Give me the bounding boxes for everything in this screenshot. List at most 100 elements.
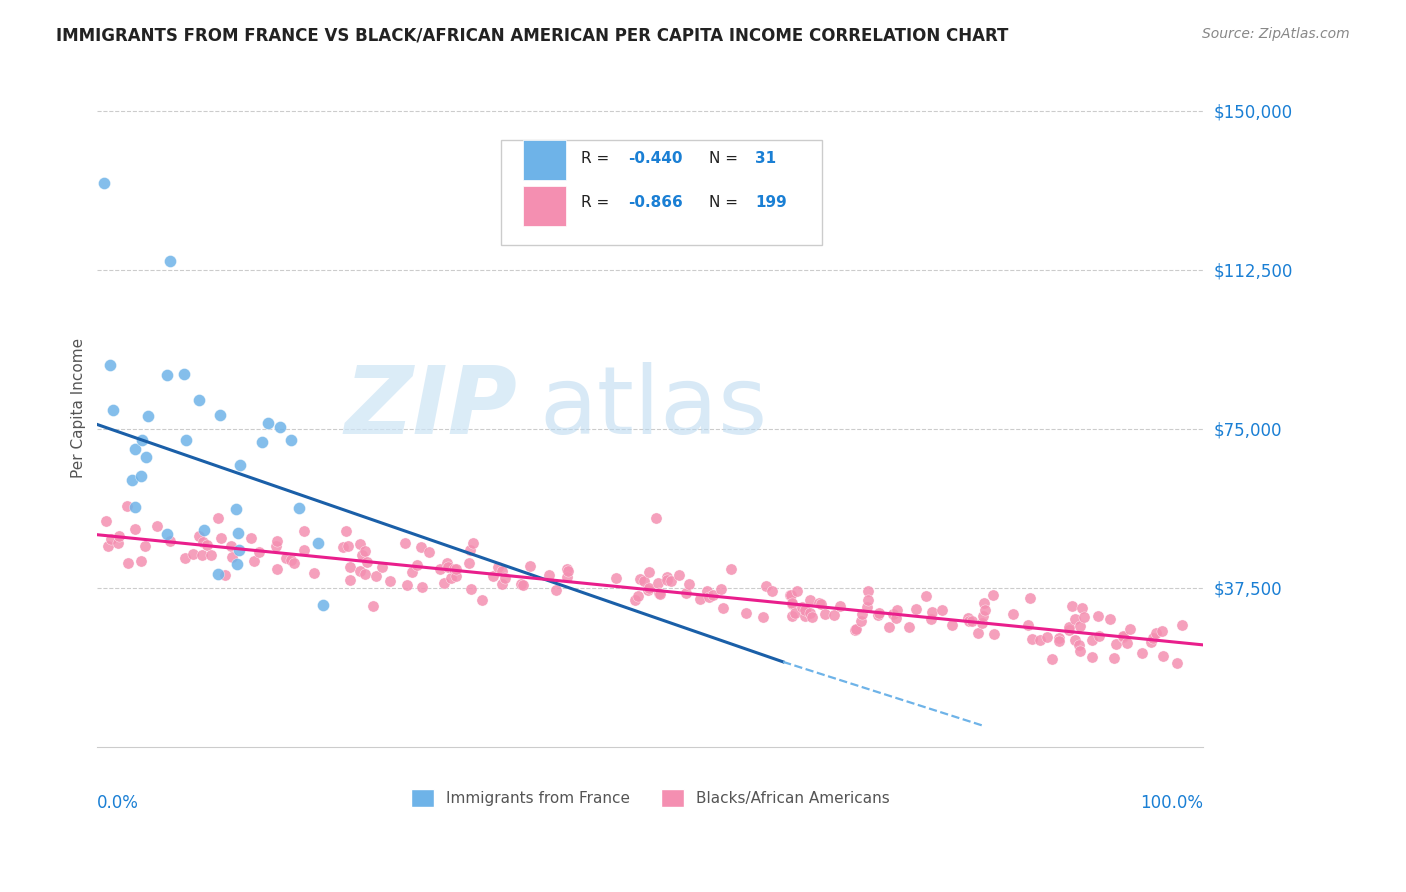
Point (242, 554, 264, 568)
Point (482, 569, 505, 583)
Point (974, 603, 997, 617)
Point (302, 566, 325, 581)
Point (972, 609, 994, 624)
Point (780, 609, 803, 624)
Point (1170, 618, 1192, 632)
Point (786, 584, 808, 599)
Point (794, 602, 817, 616)
Point (1036, 631, 1059, 645)
Point (1047, 633, 1070, 648)
Point (174, 434, 197, 448)
Point (401, 565, 423, 579)
Point (131, 434, 153, 448)
FancyBboxPatch shape (523, 140, 567, 180)
Point (799, 593, 821, 607)
Point (1142, 632, 1164, 646)
Point (471, 592, 494, 607)
Text: 199: 199 (755, 195, 787, 211)
Point (264, 539, 287, 553)
Point (252, 435, 274, 450)
Point (339, 559, 361, 574)
Point (1070, 601, 1092, 615)
Point (734, 606, 756, 620)
Point (546, 582, 568, 597)
Text: 0.0%: 0.0% (97, 794, 139, 812)
Point (1087, 609, 1109, 624)
Point (107, 529, 129, 543)
Point (624, 592, 647, 607)
Point (1130, 646, 1153, 660)
Point (491, 564, 513, 578)
Point (146, 519, 169, 533)
Point (96, 514, 118, 528)
Point (824, 607, 846, 622)
Point (229, 458, 252, 472)
Point (678, 577, 700, 591)
Point (200, 548, 222, 562)
Point (1102, 650, 1125, 665)
Point (288, 501, 311, 516)
Point (921, 606, 943, 620)
Point (181, 547, 204, 561)
Point (1062, 599, 1084, 614)
Point (960, 614, 983, 628)
Point (510, 576, 533, 591)
Point (173, 551, 195, 566)
Point (675, 586, 697, 600)
Point (134, 539, 156, 553)
Point (1150, 624, 1173, 639)
Point (396, 578, 419, 592)
Point (648, 586, 671, 600)
Point (628, 572, 651, 586)
Point (799, 607, 821, 621)
Point (429, 562, 451, 576)
Point (209, 532, 232, 546)
FancyBboxPatch shape (501, 140, 823, 244)
Point (411, 541, 433, 555)
Point (697, 591, 720, 605)
Point (131, 469, 153, 483)
Point (849, 614, 872, 628)
Point (214, 567, 236, 582)
Point (332, 540, 354, 554)
Point (1069, 619, 1091, 633)
Point (193, 523, 215, 537)
Text: IMMIGRANTS FROM FRANCE VS BLACK/AFRICAN AMERICAN PER CAPITA INCOME CORRELATION C: IMMIGRANTS FROM FRANCE VS BLACK/AFRICAN … (56, 27, 1008, 45)
Point (1059, 620, 1081, 634)
Point (1105, 637, 1128, 651)
Point (280, 434, 302, 448)
Point (810, 597, 832, 611)
Point (124, 442, 146, 456)
Text: N =: N = (709, 152, 742, 166)
Text: N =: N = (709, 195, 742, 211)
Point (645, 510, 668, 524)
Point (633, 574, 655, 588)
Point (266, 533, 288, 548)
Point (124, 522, 146, 536)
Point (814, 607, 837, 621)
Point (782, 596, 804, 610)
Point (884, 611, 907, 625)
Point (1119, 622, 1142, 636)
Point (269, 420, 291, 434)
Point (349, 564, 371, 578)
Point (1057, 623, 1080, 637)
Text: R =: R = (581, 152, 614, 166)
Point (115, 500, 138, 514)
Point (486, 559, 509, 574)
Point (129, 554, 152, 568)
Point (283, 556, 305, 570)
Point (1067, 638, 1090, 652)
Point (1140, 634, 1163, 648)
Point (188, 529, 211, 543)
Point (904, 602, 927, 616)
Point (339, 574, 361, 588)
Point (461, 536, 484, 550)
Point (1080, 633, 1102, 648)
Point (100, 533, 122, 547)
Point (627, 589, 650, 603)
Point (557, 570, 579, 584)
Point (801, 610, 824, 624)
Point (856, 600, 879, 615)
Point (710, 582, 733, 596)
